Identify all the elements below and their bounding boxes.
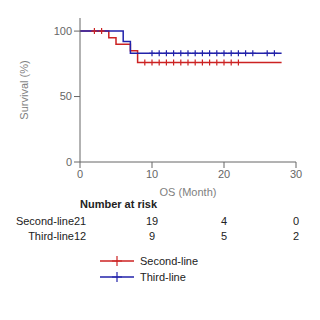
html-text:4: 4	[220, 215, 228, 227]
html-text:0: 0	[292, 215, 300, 227]
svg-text:0: 0	[66, 156, 72, 168]
html-text:19: 19	[145, 215, 159, 227]
svg-text:100: 100	[54, 25, 72, 37]
html-text:9: 9	[148, 230, 156, 242]
html-text:Second-line 21: Second-line 21	[15, 215, 87, 227]
svg-text:50: 50	[60, 90, 72, 102]
html-text:Second-line: Second-line	[140, 255, 199, 267]
svg-text:OS (Month): OS (Month)	[160, 186, 217, 198]
svg-text:0: 0	[77, 168, 83, 180]
svg-text:10: 10	[146, 168, 158, 180]
html-text:Third-line 12: Third-line 12	[28, 230, 87, 242]
html-text:5: 5	[220, 230, 228, 242]
html-text:2: 2	[292, 230, 300, 242]
svg-text:30: 30	[290, 168, 302, 180]
svg-text:Survival (%): Survival (%)	[18, 60, 30, 119]
html-text:Number at risk: Number at risk	[80, 198, 157, 210]
html-text:Third-line: Third-line	[140, 271, 186, 283]
svg-text:20: 20	[218, 168, 230, 180]
